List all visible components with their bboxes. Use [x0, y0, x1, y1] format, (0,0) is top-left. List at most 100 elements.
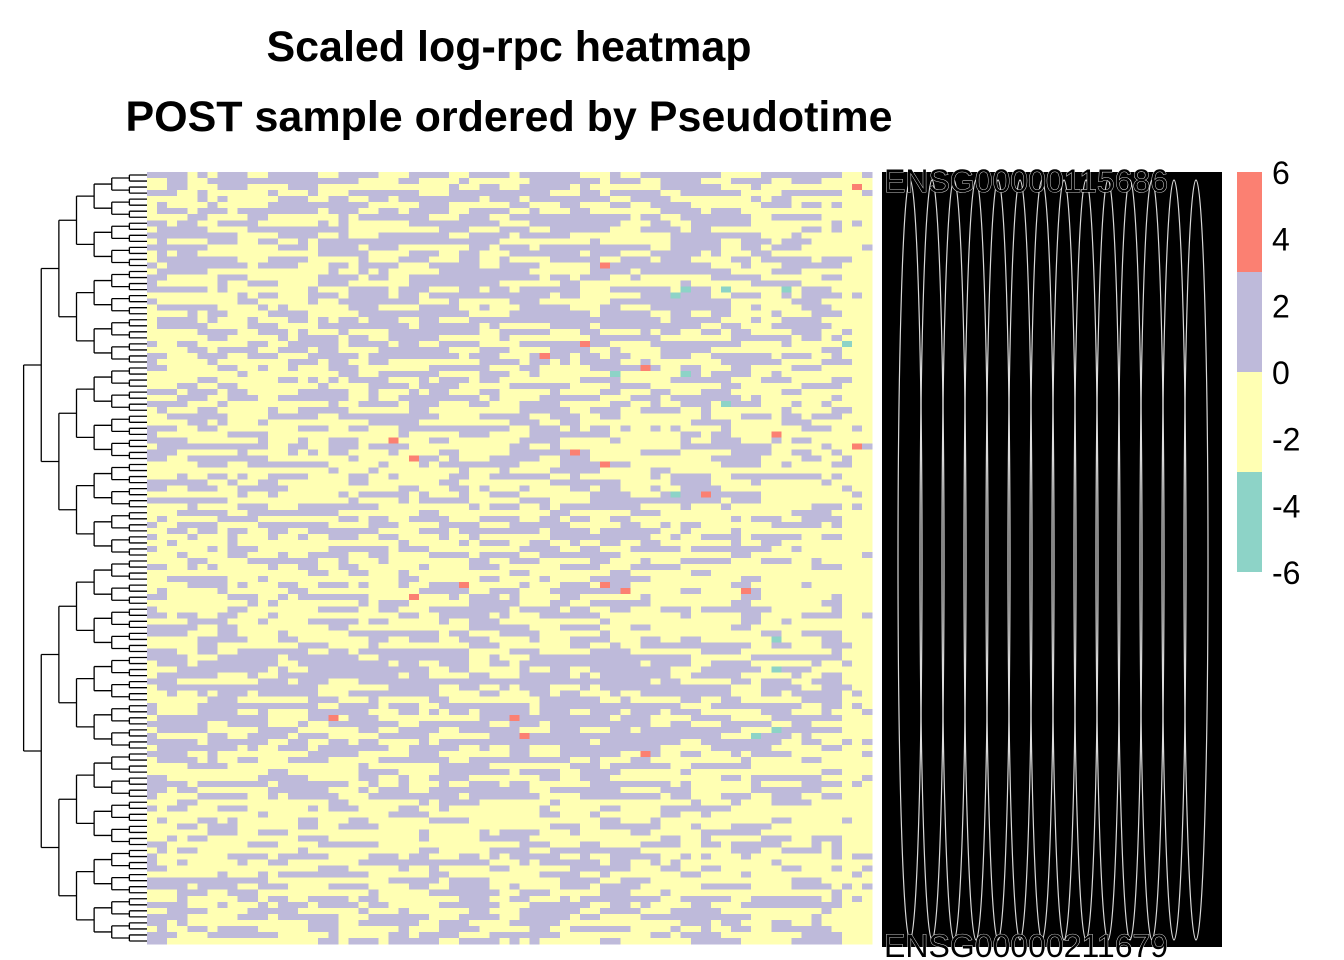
heatmap-cell [147, 262, 158, 269]
heatmap-cell [398, 479, 410, 487]
heatmap-cell [308, 497, 319, 505]
heatmap-cell [620, 551, 631, 559]
heatmap-cell [217, 286, 228, 294]
heatmap-cell [559, 256, 571, 263]
heatmap-cell [569, 238, 581, 245]
heatmap-cell [398, 371, 410, 378]
heatmap-cell [660, 196, 672, 203]
heatmap-cell [499, 377, 510, 384]
heatmap-cell [247, 443, 259, 450]
heatmap-cell [388, 280, 400, 287]
heatmap-cell [600, 395, 611, 402]
heatmap-cell [207, 365, 218, 372]
heatmap-cell [499, 527, 510, 535]
heatmap-cell [257, 346, 269, 354]
heatmap-cell [257, 401, 269, 408]
heatmap-cell [620, 286, 631, 294]
heatmap-cell [650, 274, 661, 281]
heatmap-cell [217, 461, 228, 468]
heatmap-cell [529, 485, 541, 493]
heatmap-cell [771, 449, 782, 456]
heatmap-cell [841, 352, 853, 360]
heatmap-cell [428, 533, 440, 541]
heatmap-cell [680, 473, 692, 480]
heatmap-cell [499, 401, 510, 408]
heatmap-cell [690, 202, 702, 209]
heatmap-cell [761, 461, 772, 468]
heatmap-cell [690, 365, 702, 372]
heatmap-cell [741, 467, 752, 474]
heatmap-cell [378, 178, 390, 185]
heatmap-cell [630, 304, 641, 312]
heatmap-cell [590, 455, 601, 462]
heatmap-cell [751, 443, 762, 450]
heatmap-cell [328, 202, 339, 209]
heatmap-cell [217, 419, 228, 426]
heatmap-cell [569, 340, 581, 348]
heatmap-cell [459, 244, 470, 251]
heatmap-cell [368, 491, 379, 499]
heatmap-cell [579, 190, 591, 197]
heatmap-cell [579, 383, 591, 390]
heatmap-cell [590, 521, 601, 529]
heatmap-cell [308, 389, 319, 396]
heatmap-cell [348, 358, 359, 366]
heatmap-cell [207, 352, 218, 360]
heatmap-cell [328, 238, 339, 245]
heatmap-cell [660, 485, 672, 493]
heatmap-cell [831, 515, 843, 523]
heatmap-cell [710, 551, 722, 559]
heatmap-cell [851, 244, 863, 251]
heatmap-cell [439, 515, 450, 523]
heatmap-cell [630, 298, 641, 306]
heatmap-cell [660, 473, 672, 480]
heatmap-cell [398, 515, 410, 523]
heatmap-cell [731, 401, 742, 408]
heatmap-cell [348, 521, 359, 529]
heatmap-cell [821, 310, 833, 318]
heatmap-cell [257, 503, 269, 511]
heatmap-cell [549, 377, 561, 384]
heatmap-cell [479, 244, 490, 251]
heatmap-cell [449, 292, 460, 300]
heatmap-cell [177, 395, 188, 402]
heatmap-cell [459, 178, 470, 185]
heatmap-cell [147, 413, 158, 420]
heatmap-cell [227, 551, 239, 559]
heatmap-cell [147, 238, 158, 245]
heatmap-cell [267, 551, 279, 559]
heatmap-cell [469, 202, 480, 209]
heatmap-cell [207, 208, 218, 215]
heatmap-cell [428, 365, 440, 372]
heatmap-cell [207, 346, 218, 354]
heatmap-cell [368, 328, 379, 336]
heatmap-cell [690, 443, 702, 450]
heatmap-cell [529, 497, 541, 505]
heatmap-cell [408, 286, 420, 294]
heatmap-cell [338, 551, 349, 559]
heatmap-cell [328, 286, 339, 294]
heatmap-cell [680, 551, 692, 559]
heatmap-cell [761, 262, 772, 269]
heatmap-cell [811, 280, 823, 287]
heatmap-cell [167, 503, 178, 511]
heatmap-cell [831, 310, 843, 318]
heatmap-cell [710, 365, 722, 372]
heatmap-cell [559, 244, 571, 251]
heatmap-cell [298, 539, 309, 547]
heatmap-cell [267, 383, 279, 390]
heatmap-cell [539, 425, 551, 432]
heatmap-cell [529, 515, 541, 523]
heatmap-cell [237, 473, 249, 480]
heatmap-cell [499, 190, 510, 197]
heatmap-cell [428, 244, 440, 251]
heatmap-cell [499, 226, 510, 233]
heatmap-cell [539, 202, 551, 209]
heatmap-cell [147, 479, 158, 487]
heatmap-cell [378, 328, 390, 336]
heatmap-cell [720, 383, 732, 390]
heatmap-cell [771, 479, 782, 487]
heatmap-cell [811, 551, 823, 559]
heatmap-cell [600, 322, 611, 330]
heatmap-cell [630, 232, 641, 239]
